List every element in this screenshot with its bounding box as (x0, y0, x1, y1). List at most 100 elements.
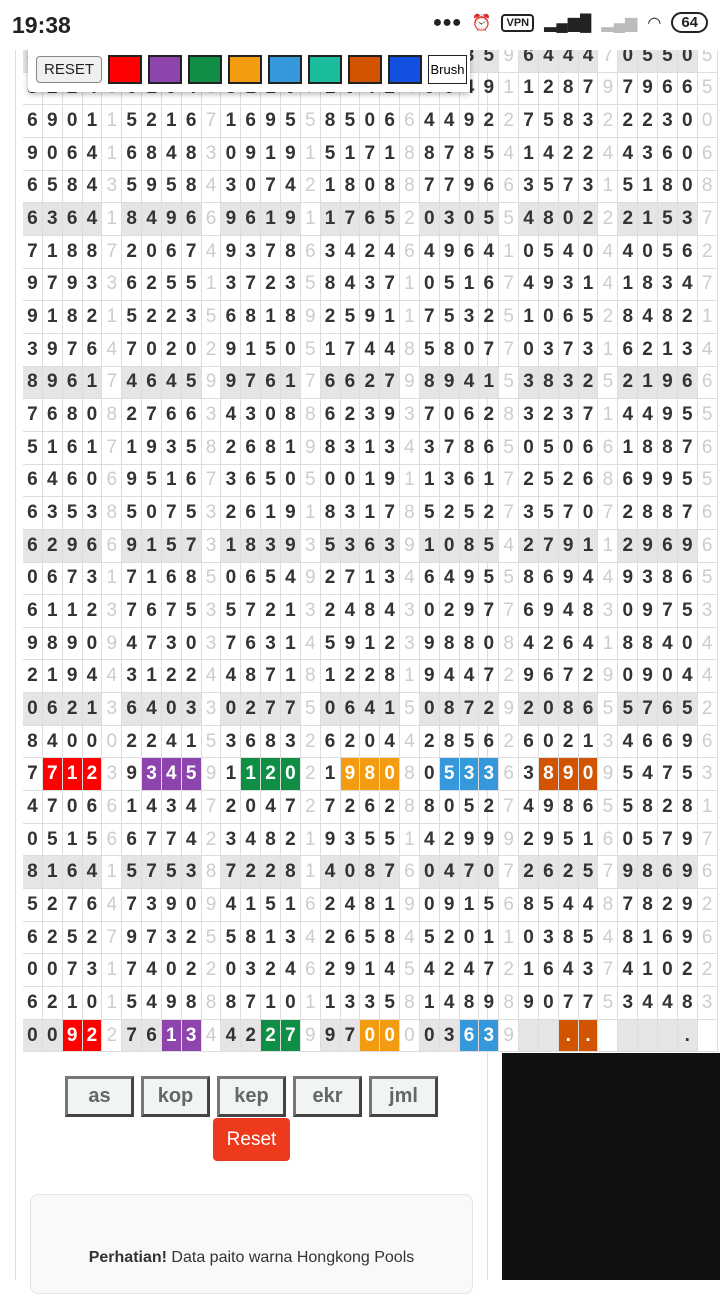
grid-cell[interactable]: 5 (618, 758, 639, 792)
grid-separator-cell[interactable]: 8 (499, 987, 520, 1020)
grid-cell[interactable]: 5 (181, 758, 202, 792)
grid-cell[interactable]: 5 (221, 921, 242, 955)
grid-cell[interactable]: 4 (380, 235, 401, 269)
grid-cell[interactable]: 5 (618, 693, 639, 726)
grid-cell[interactable]: 2 (340, 791, 361, 824)
grid-cell[interactable]: 0 (181, 333, 202, 367)
grid-cell[interactable]: . (558, 1019, 579, 1053)
grid-separator-cell[interactable]: 4 (300, 627, 321, 661)
grid-cell[interactable]: 2 (161, 301, 182, 334)
grid-cell[interactable]: 3 (519, 170, 539, 204)
grid-cell[interactable]: 1 (42, 301, 63, 334)
grid-cell[interactable]: 7 (280, 693, 301, 726)
grid-cell[interactable] (538, 1019, 559, 1053)
grid-cell[interactable]: 8 (181, 562, 202, 596)
grid-cell[interactable]: 9 (677, 856, 698, 890)
grid-cell[interactable]: 5 (380, 823, 401, 857)
grid-cell[interactable]: 9 (618, 856, 639, 890)
grid-separator-cell[interactable]: 1 (300, 856, 321, 890)
grid-separator-cell[interactable]: 3 (201, 627, 222, 661)
grid-cell[interactable]: 4 (558, 595, 579, 628)
grid-cell[interactable]: 7 (142, 856, 162, 890)
grid-cell[interactable]: 3 (360, 399, 381, 432)
grid-cell[interactable]: 2 (42, 921, 63, 955)
grid-cell[interactable]: 5 (538, 464, 559, 498)
grid-cell[interactable]: 4 (558, 954, 579, 988)
reset-colors-button[interactable]: RESET (36, 55, 102, 83)
grid-separator-cell[interactable]: 5 (400, 693, 420, 726)
grid-cell[interactable]: 5 (360, 921, 381, 955)
grid-cell[interactable]: 3 (340, 431, 361, 465)
grid-cell[interactable]: 8 (538, 366, 559, 400)
grid-cell[interactable]: 7 (558, 660, 579, 694)
grid-cell[interactable]: 8 (181, 137, 202, 171)
grid-cell[interactable]: . (677, 1019, 698, 1053)
grid-cell[interactable]: 6 (479, 170, 500, 204)
grid-cell[interactable]: 5 (459, 725, 480, 759)
grid-separator-cell[interactable]: 2 (300, 725, 321, 759)
grid-cell[interactable]: 4 (161, 725, 182, 759)
grid-separator-cell[interactable]: 9 (400, 529, 420, 563)
grid-cell[interactable]: 3 (658, 268, 678, 302)
grid-cell[interactable]: 9 (638, 72, 658, 106)
grid-cell[interactable]: 7 (380, 366, 401, 400)
grid-cell[interactable]: 6 (142, 366, 162, 400)
grid-cell[interactable]: 7 (558, 497, 579, 530)
grid-separator-cell[interactable]: 9 (499, 823, 520, 857)
grid-separator-cell[interactable]: 9 (300, 301, 321, 334)
grid-cell[interactable]: 2 (320, 921, 341, 955)
grid-cell[interactable]: 1 (142, 562, 162, 596)
grid-cell[interactable]: 2 (320, 562, 341, 596)
grid-cell[interactable]: 9 (122, 529, 143, 563)
grid-separator-cell[interactable]: 4 (598, 268, 619, 302)
grid-cell[interactable]: 8 (280, 399, 301, 432)
grid-cell[interactable]: 2 (479, 693, 500, 726)
grid-cell[interactable]: 7 (261, 693, 281, 726)
grid-cell[interactable]: 2 (638, 105, 658, 138)
grid-cell[interactable]: 4 (439, 987, 460, 1020)
grid-cell[interactable]: 0 (538, 987, 559, 1020)
grid-cell[interactable]: 5 (578, 301, 599, 334)
grid-cell[interactable]: 3 (221, 823, 242, 857)
grid-cell[interactable]: 2 (261, 595, 281, 628)
grid-separator-cell[interactable]: 2 (697, 954, 718, 988)
grid-cell[interactable]: 9 (340, 758, 361, 792)
grid-cell[interactable]: 7 (658, 595, 678, 628)
grid-separator-cell[interactable]: 5 (201, 725, 222, 759)
grid-cell[interactable]: 5 (479, 137, 500, 171)
grid-separator-cell[interactable]: 9 (598, 72, 619, 106)
grid-separator-cell[interactable]: 6 (102, 791, 123, 824)
grid-cell[interactable]: 1 (261, 921, 281, 955)
grid-separator-cell[interactable]: 7 (499, 268, 520, 302)
grid-cell[interactable]: 1 (62, 595, 83, 628)
grid-cell[interactable]: 8 (280, 301, 301, 334)
grid-separator-cell[interactable]: 9 (400, 366, 420, 400)
grid-separator-cell[interactable]: 6 (697, 921, 718, 955)
grid-cell[interactable]: 0 (578, 497, 599, 530)
grid-separator-cell[interactable]: 6 (697, 529, 718, 563)
grid-cell[interactable]: 9 (538, 791, 559, 824)
grid-separator-cell[interactable]: 5 (300, 105, 321, 138)
grid-cell[interactable]: 5 (638, 823, 658, 857)
grid-cell[interactable]: 9 (62, 1019, 83, 1053)
grid-cell[interactable]: 3 (320, 235, 341, 269)
filter-kep-button[interactable]: kep (217, 1076, 286, 1117)
grid-cell[interactable]: 3 (280, 268, 301, 302)
grid-cell[interactable]: 8 (62, 399, 83, 432)
grid-cell[interactable]: 3 (360, 987, 381, 1020)
grid-cell[interactable]: 2 (261, 268, 281, 302)
grid-cell[interactable]: 7 (658, 758, 678, 792)
grid-cell[interactable]: 0 (221, 954, 242, 988)
grid-cell[interactable]: 5 (161, 856, 182, 890)
grid-cell[interactable]: 7 (439, 431, 460, 465)
grid-cell[interactable]: 9 (538, 823, 559, 857)
grid-cell[interactable]: 4 (280, 170, 301, 204)
grid-cell[interactable]: 9 (419, 627, 440, 661)
grid-cell[interactable]: 1 (320, 170, 341, 204)
grid-separator-cell[interactable]: 3 (400, 595, 420, 628)
grid-cell[interactable]: 3 (340, 529, 361, 563)
grid-separator-cell[interactable]: 5 (598, 987, 619, 1020)
grid-separator-cell[interactable]: 1 (598, 627, 619, 661)
grid-cell[interactable]: 6 (459, 1019, 480, 1053)
grid-cell[interactable]: 1 (42, 235, 63, 269)
